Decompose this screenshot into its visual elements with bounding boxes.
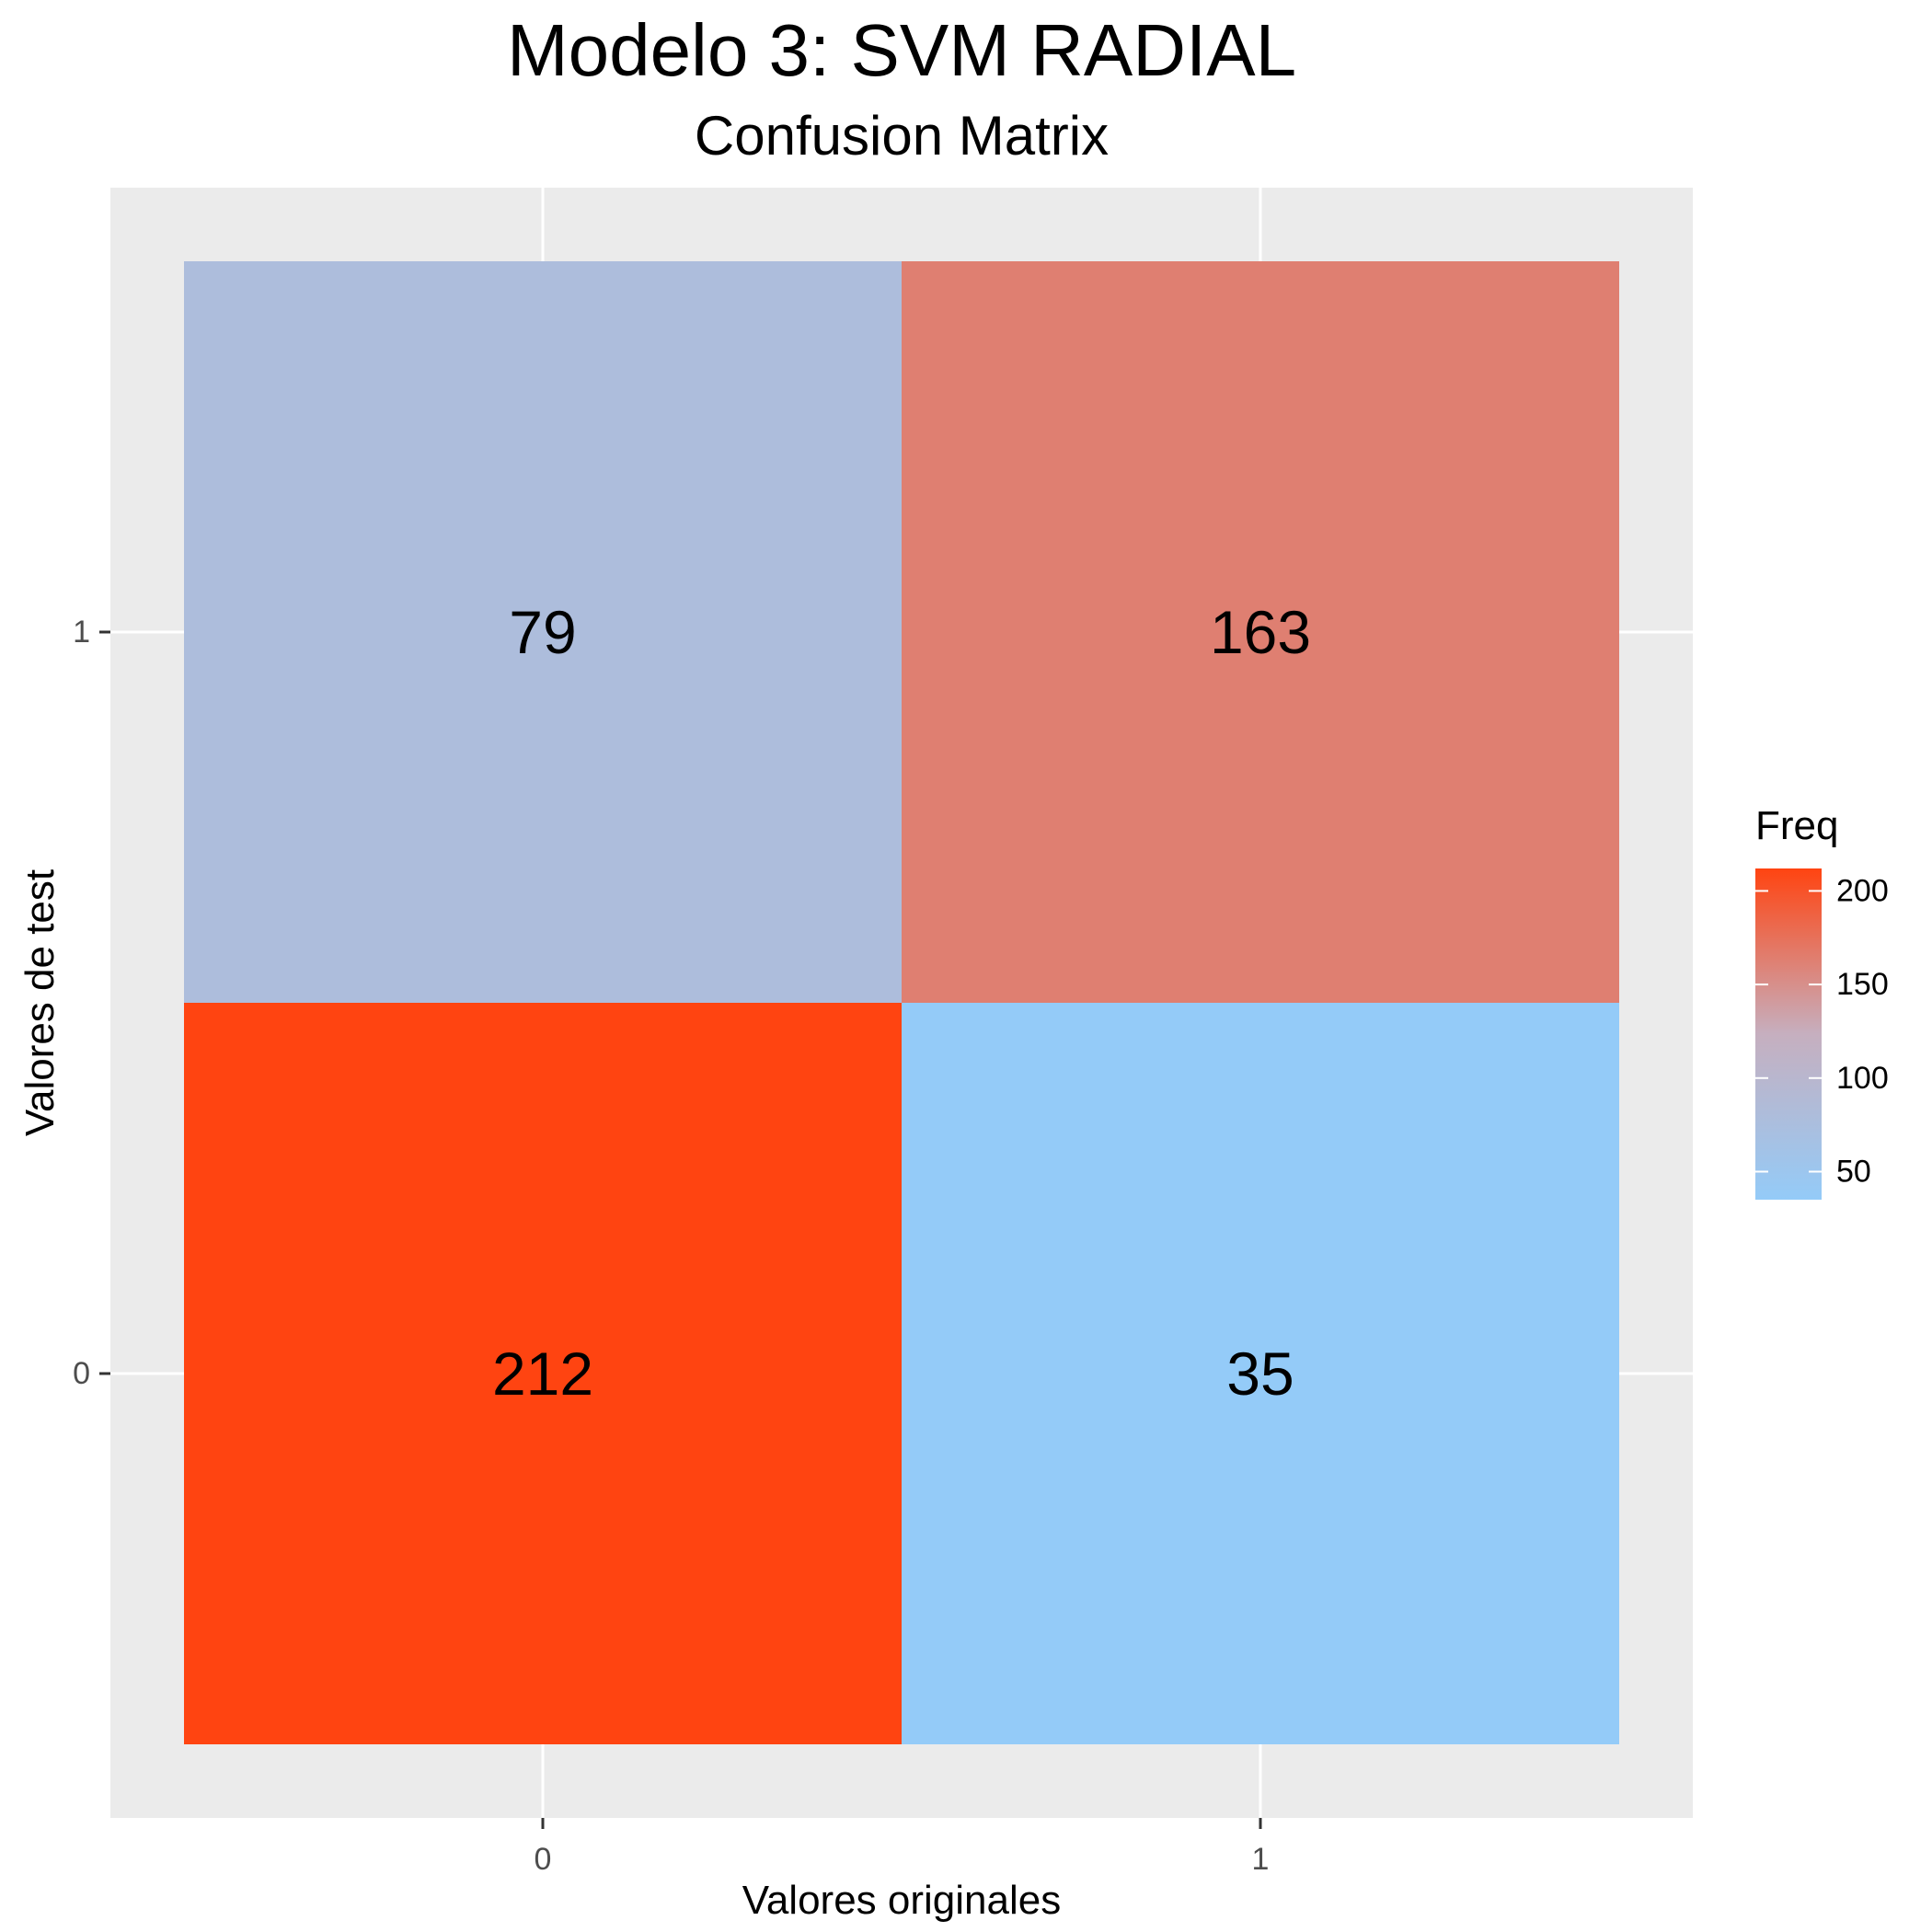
x-tick-label: 1: [1252, 1842, 1270, 1877]
heatmap-cells: [184, 261, 1619, 1744]
y-axis: 01: [73, 615, 110, 1391]
heatmap-cell-1-1: [902, 261, 1619, 1003]
heatmap-cell-1-0: [902, 1003, 1619, 1744]
legend-colorbar: [1755, 868, 1822, 1200]
legend: Freq 200 150 100 50: [1755, 803, 1889, 1200]
y-tick-label: 0: [73, 1356, 90, 1391]
legend-tick-label: 150: [1836, 967, 1889, 1002]
x-tick-label: 0: [535, 1842, 552, 1877]
cell-value-label: 163: [1210, 598, 1311, 666]
legend-tick-label: 100: [1836, 1061, 1889, 1096]
chart-title: Modelo 3: SVM RADIAL: [507, 9, 1296, 91]
cell-value-label: 35: [1226, 1340, 1294, 1408]
y-tick-label: 1: [73, 615, 90, 650]
legend-tick-label: 50: [1836, 1154, 1871, 1189]
legend-title: Freq: [1755, 803, 1838, 848]
y-axis-label: Valores de test: [17, 869, 63, 1136]
cell-value-label: 79: [509, 598, 576, 666]
chart-subtitle: Confusion Matrix: [695, 105, 1109, 167]
heatmap-cell-0-0: [184, 1003, 902, 1744]
x-axis-label: Valores originales: [742, 1878, 1061, 1923]
heatmap-cell-0-1: [184, 261, 902, 1003]
cell-value-label: 212: [492, 1340, 593, 1408]
cell-labels: 79 163 212 35: [492, 598, 1311, 1408]
legend-tick-label: 200: [1836, 873, 1889, 908]
